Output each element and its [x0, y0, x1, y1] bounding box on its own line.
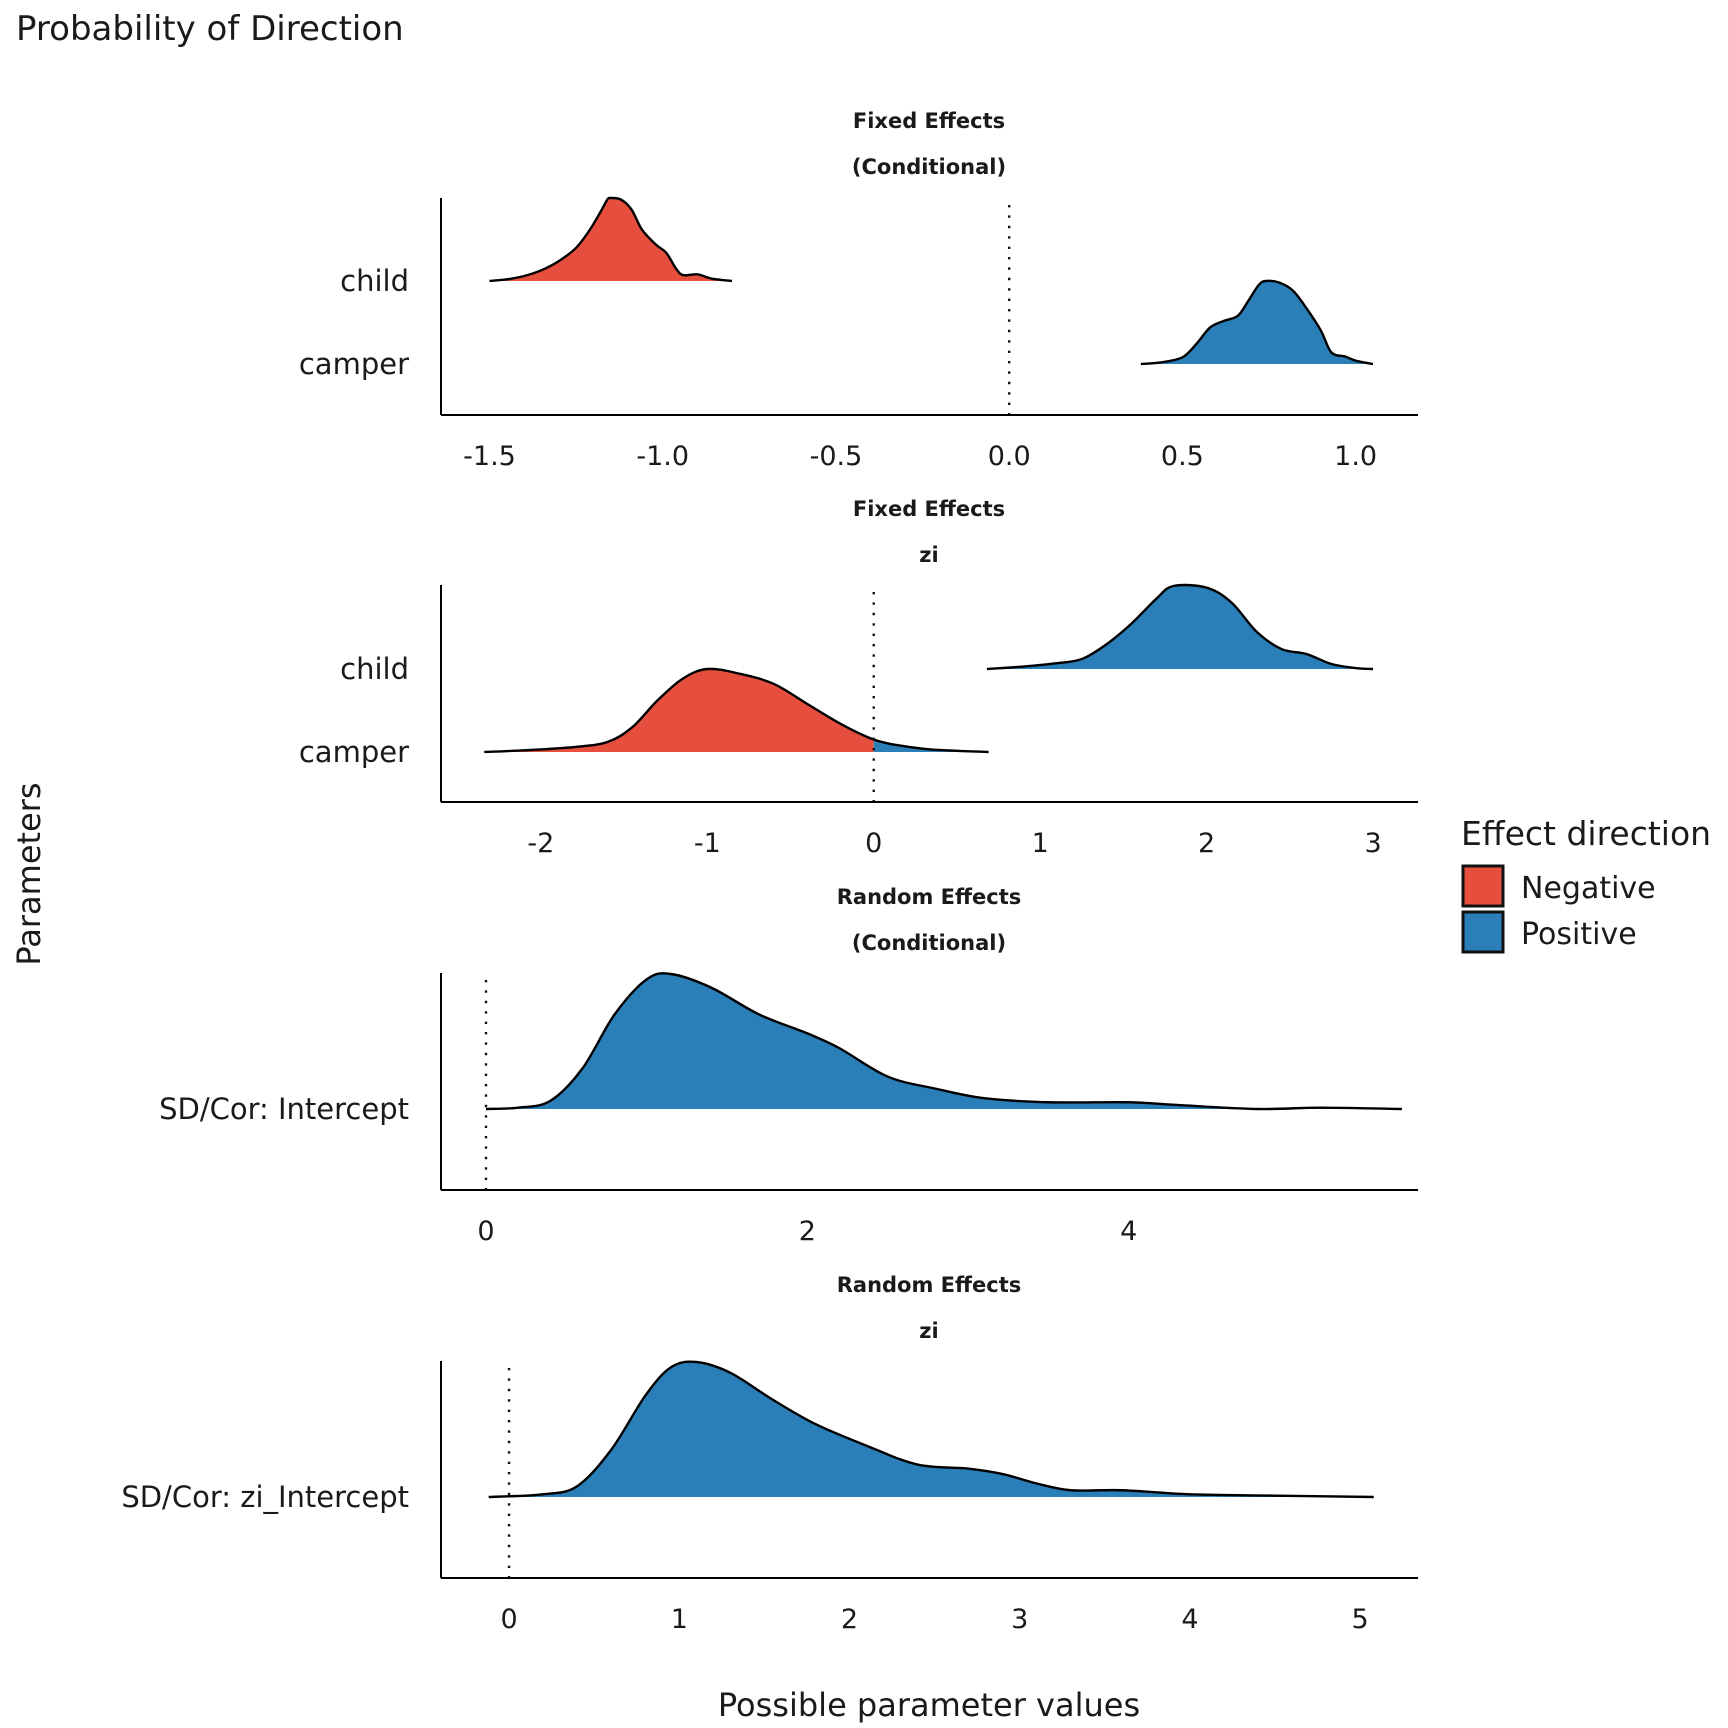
strip-label-sub: zi [919, 1319, 938, 1343]
y-row-label: SD/Cor: Intercept [159, 1092, 409, 1126]
legend-label-positive: Positive [1521, 917, 1637, 952]
panels: Fixed Effects (Conditional) -1.5 -1.0 -0.5 0.… [121, 109, 1418, 1635]
panel-2: Fixed Effects zi -2 -1 0 1 2 3 child camper [299, 497, 1418, 859]
density-area-positive [1140, 280, 1373, 364]
x-tick-label: 0 [865, 828, 882, 859]
y-row-label: SD/Cor: zi_Intercept [121, 1480, 409, 1514]
x-tick-label: -0.5 [810, 441, 863, 472]
density-camper [484, 667, 989, 754]
x-tick-label: 4 [1120, 1216, 1137, 1247]
x-tick-label: 0 [477, 1216, 494, 1247]
x-tick-label: -1.5 [463, 441, 516, 472]
x-tick-label: 0.0 [988, 441, 1031, 472]
panel-1: Fixed Effects (Conditional) -1.5 -1.0 -0.5 0.… [299, 109, 1418, 472]
density-area-positive [873, 739, 989, 752]
density-area-negative [484, 668, 874, 752]
y-row-label: child [340, 264, 409, 298]
density-area-positive [986, 585, 1374, 669]
x-tick-label: 4 [1181, 1604, 1198, 1635]
x-tick-label: 1 [1032, 828, 1049, 859]
legend-swatch-negative [1461, 864, 1505, 908]
strip-label-main: Random Effects [837, 885, 1022, 909]
x-tick-label: 1.0 [1334, 441, 1377, 472]
x-tick-label: 2 [841, 1604, 858, 1635]
density-outline [484, 667, 989, 754]
legend-title: Effect direction [1461, 814, 1711, 853]
x-tick-label: 3 [1011, 1604, 1028, 1635]
x-tick-label: -2 [527, 828, 554, 859]
y-axis-title: Parameters [10, 782, 48, 965]
density-outline [485, 972, 1402, 1111]
strip-label-main: Fixed Effects [853, 497, 1005, 521]
density-outline [986, 583, 1374, 671]
y-row-label: camper [299, 735, 409, 769]
density-sdcorziintercept [488, 1360, 1374, 1499]
y-row-label: camper [299, 347, 409, 381]
density-child [986, 583, 1374, 671]
strip-label-sub: (Conditional) [852, 931, 1006, 955]
density-area-negative [489, 197, 733, 281]
panel-4: Random Effects zi 0 1 2 3 4 5 SD/Cor: zi_Interce… [121, 1273, 1418, 1635]
density-child [489, 196, 733, 283]
density-outline [1140, 279, 1374, 366]
legend-swatch-positive [1461, 910, 1505, 954]
strip-label-main: Random Effects [837, 1273, 1022, 1297]
x-tick-label: 0.5 [1161, 441, 1204, 472]
density-sdcorintercept [485, 972, 1402, 1111]
legend: Effect direction Negative Positive [1461, 814, 1711, 954]
strip-label-main: Fixed Effects [853, 109, 1005, 133]
x-tick-label: 1 [671, 1604, 688, 1635]
density-camper [1140, 279, 1374, 366]
density-area-positive [485, 973, 1402, 1110]
x-tick-label: 2 [1198, 828, 1215, 859]
x-tick-label: 3 [1364, 828, 1381, 859]
strip-label-sub: zi [919, 543, 938, 567]
density-outline [488, 1360, 1374, 1499]
legend-label-negative: Negative [1521, 871, 1656, 906]
x-tick-label: 5 [1352, 1604, 1369, 1635]
x-tick-label: -1.0 [636, 441, 689, 472]
chart-title: Probability of Direction [16, 9, 404, 49]
y-row-label: child [340, 652, 409, 686]
x-tick-label: 0 [500, 1604, 517, 1635]
density-outline [489, 196, 733, 283]
panel-3: Random Effects (Conditional) 0 2 4 SD/Cor: In… [159, 885, 1418, 1247]
x-tick-label: 2 [799, 1216, 816, 1247]
x-axis-title: Possible parameter values [718, 1686, 1140, 1724]
x-tick-label: -1 [694, 828, 721, 859]
density-area-positive [509, 1361, 1374, 1497]
strip-label-sub: (Conditional) [852, 155, 1006, 179]
